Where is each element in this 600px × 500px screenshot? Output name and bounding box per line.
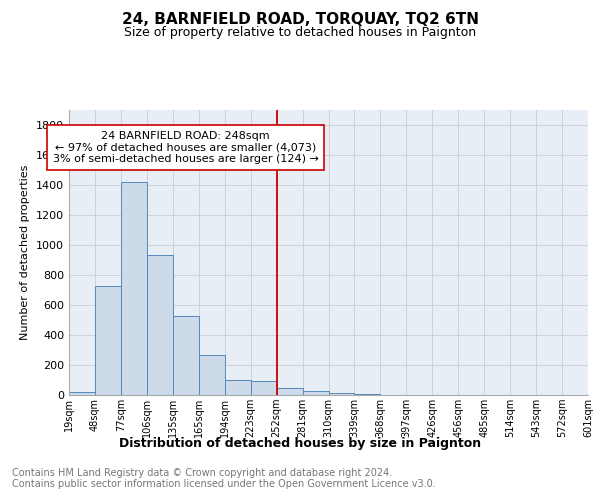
Text: 24, BARNFIELD ROAD, TORQUAY, TQ2 6TN: 24, BARNFIELD ROAD, TORQUAY, TQ2 6TN xyxy=(121,12,479,28)
Text: Distribution of detached houses by size in Paignton: Distribution of detached houses by size … xyxy=(119,438,481,450)
Bar xyxy=(121,182,147,395)
Text: Size of property relative to detached houses in Paignton: Size of property relative to detached ho… xyxy=(124,26,476,39)
Bar xyxy=(329,393,355,395)
Bar xyxy=(173,316,199,395)
Text: Contains HM Land Registry data © Crown copyright and database right 2024.
Contai: Contains HM Land Registry data © Crown c… xyxy=(12,468,436,489)
Y-axis label: Number of detached properties: Number of detached properties xyxy=(20,165,31,340)
Bar xyxy=(199,354,224,395)
Bar xyxy=(277,388,302,395)
Bar xyxy=(147,255,173,395)
Bar xyxy=(302,390,329,395)
Bar xyxy=(95,286,121,395)
Bar xyxy=(225,380,251,395)
Text: 24 BARNFIELD ROAD: 248sqm
← 97% of detached houses are smaller (4,073)
3% of sem: 24 BARNFIELD ROAD: 248sqm ← 97% of detac… xyxy=(53,131,319,164)
Bar xyxy=(69,392,95,395)
Bar xyxy=(251,381,277,395)
Bar xyxy=(355,394,380,395)
